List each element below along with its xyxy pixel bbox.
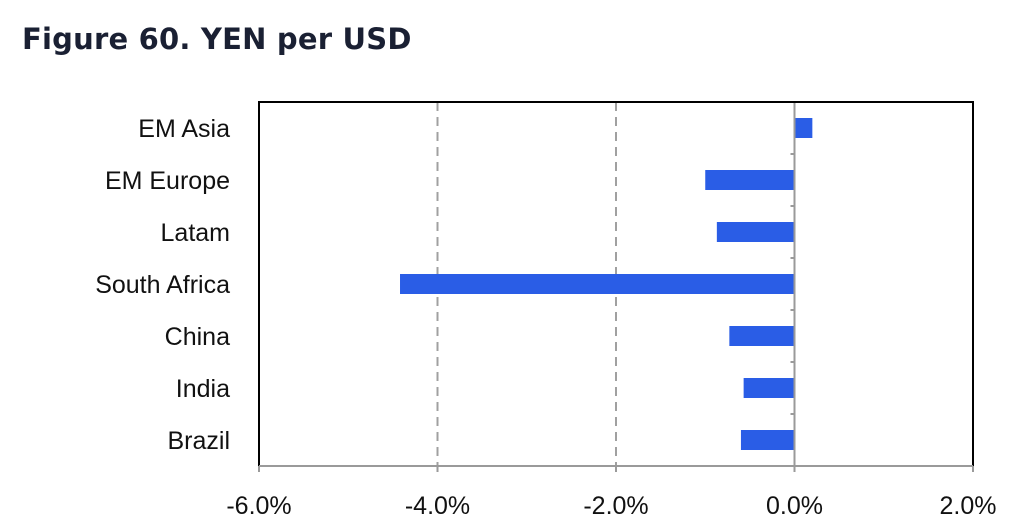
- x-tick-labels: -6.0% -4.0% -2.0% 0.0% 2.0%: [226, 492, 996, 520]
- bar-latam: [716, 222, 795, 242]
- category-label: India: [176, 375, 230, 403]
- x-tick-label: -6.0%: [226, 492, 291, 520]
- bar-india: [743, 378, 795, 398]
- bars: [400, 118, 813, 450]
- bar-china: [729, 326, 795, 346]
- category-labels: EM Asia EM Europe Latam South Africa China In…: [95, 115, 230, 455]
- category-label: EM Europe: [105, 167, 230, 195]
- x-tick-label: 0.0%: [766, 492, 823, 520]
- bar-south-africa: [400, 274, 795, 294]
- category-label: Brazil: [167, 427, 230, 455]
- axes: [258, 101, 974, 472]
- x-tick-label: -4.0%: [405, 492, 470, 520]
- category-label: South Africa: [95, 271, 230, 299]
- category-label: China: [165, 323, 230, 351]
- bar-em-asia: [794, 118, 813, 138]
- chart-title: Figure 60. YEN per USD: [22, 22, 412, 56]
- category-label: EM Asia: [138, 115, 230, 143]
- bar-em-europe: [705, 170, 795, 190]
- bar-brazil: [740, 430, 795, 450]
- category-label: Latam: [161, 219, 230, 247]
- x-tick-label: -2.0%: [583, 492, 648, 520]
- x-tick-label: 2.0%: [940, 492, 997, 520]
